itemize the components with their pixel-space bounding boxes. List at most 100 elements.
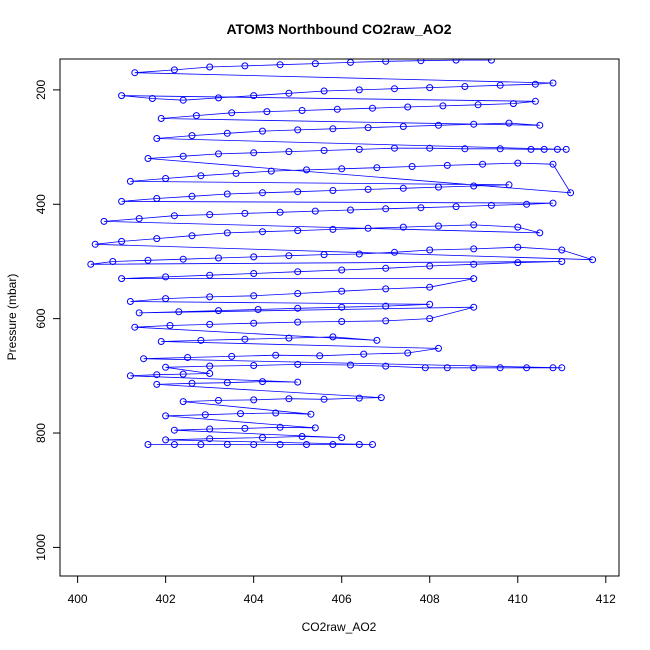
data-point	[170, 212, 178, 220]
data-point	[241, 424, 249, 432]
data-point	[523, 364, 531, 372]
data-point	[329, 125, 337, 133]
plot-area	[87, 59, 597, 448]
data-point	[250, 396, 258, 404]
data-point	[320, 87, 328, 95]
data-point	[373, 164, 381, 172]
data-point	[259, 127, 266, 135]
data-point	[170, 426, 178, 434]
data-point	[109, 258, 117, 265]
data-point	[206, 211, 214, 219]
data-point	[153, 371, 161, 379]
data-point	[206, 362, 214, 370]
data-point	[421, 364, 429, 372]
data-point	[311, 207, 319, 215]
data-point	[377, 394, 385, 402]
y-tick-label: 200	[34, 80, 48, 100]
data-point	[294, 188, 302, 196]
data-point	[206, 293, 214, 301]
data-point	[329, 333, 337, 341]
data-point	[382, 362, 390, 370]
data-point	[536, 121, 544, 129]
data-point	[157, 338, 165, 345]
data-point	[228, 109, 236, 117]
data-point	[250, 270, 258, 277]
data-point	[391, 144, 398, 152]
data-point	[474, 101, 482, 109]
data-point	[294, 126, 302, 134]
chart-title: ATOM3 Northbound CO2raw_AO2	[226, 21, 451, 37]
data-point	[118, 237, 126, 245]
data-point	[285, 334, 293, 342]
data-point	[549, 160, 557, 168]
data-point	[452, 59, 460, 64]
data-point	[197, 336, 205, 344]
data-point	[250, 441, 258, 448]
data-point	[404, 103, 412, 111]
data-point	[470, 260, 478, 268]
data-point	[192, 112, 200, 120]
data-point	[558, 258, 566, 265]
data-point	[303, 441, 310, 448]
data-point	[505, 119, 513, 127]
data-point	[369, 104, 376, 112]
data-point	[294, 318, 302, 326]
data-point	[470, 120, 478, 128]
data-point	[320, 395, 328, 403]
data-point	[241, 209, 249, 217]
data-point	[369, 441, 376, 448]
data-point	[426, 315, 434, 323]
data-point	[223, 190, 231, 198]
data-point	[223, 229, 231, 237]
x-axis: 400 402 404 406 408 410 412	[68, 575, 616, 606]
data-point	[131, 323, 139, 331]
data-point	[514, 243, 522, 251]
data-point	[470, 221, 478, 229]
data-point	[399, 123, 407, 130]
data-point	[153, 235, 161, 243]
data-point	[223, 129, 231, 137]
data-point	[505, 181, 513, 189]
data-point	[347, 206, 354, 214]
data-point	[553, 145, 561, 153]
data-point	[338, 266, 346, 274]
data-point	[197, 172, 205, 180]
data-point	[373, 336, 381, 344]
data-point	[391, 85, 398, 93]
y-tick-label: 400	[34, 194, 48, 214]
data-point	[523, 200, 531, 208]
data-point	[144, 155, 152, 162]
data-point	[259, 378, 266, 386]
data-point	[126, 372, 134, 380]
data-point	[329, 441, 337, 448]
data-point	[206, 435, 214, 443]
data-point	[347, 361, 354, 369]
data-point	[382, 205, 390, 213]
x-tick-label: 408	[420, 592, 440, 606]
data-point	[531, 80, 539, 88]
data-point	[170, 441, 178, 448]
data-point	[223, 441, 231, 448]
data-point	[206, 320, 214, 328]
data-point	[223, 379, 231, 387]
data-point	[382, 302, 390, 310]
data-point	[333, 105, 341, 113]
data-point	[514, 259, 522, 267]
data-point	[470, 364, 478, 372]
data-point	[153, 195, 161, 202]
data-point	[311, 424, 319, 432]
data-point	[435, 222, 442, 230]
data-point	[175, 308, 183, 316]
data-point	[250, 253, 258, 261]
data-point	[250, 319, 258, 327]
y-tick-label: 600	[34, 308, 48, 328]
data-point	[228, 352, 236, 360]
y-axis-label: Pressure (mbar)	[5, 274, 19, 361]
data-point	[338, 303, 346, 311]
y-axis: 200 400 600 800 1000	[34, 80, 61, 561]
data-point	[241, 62, 249, 70]
data-point	[527, 145, 535, 153]
data-point	[320, 251, 328, 259]
data-point	[215, 396, 222, 404]
data-point	[364, 124, 372, 132]
